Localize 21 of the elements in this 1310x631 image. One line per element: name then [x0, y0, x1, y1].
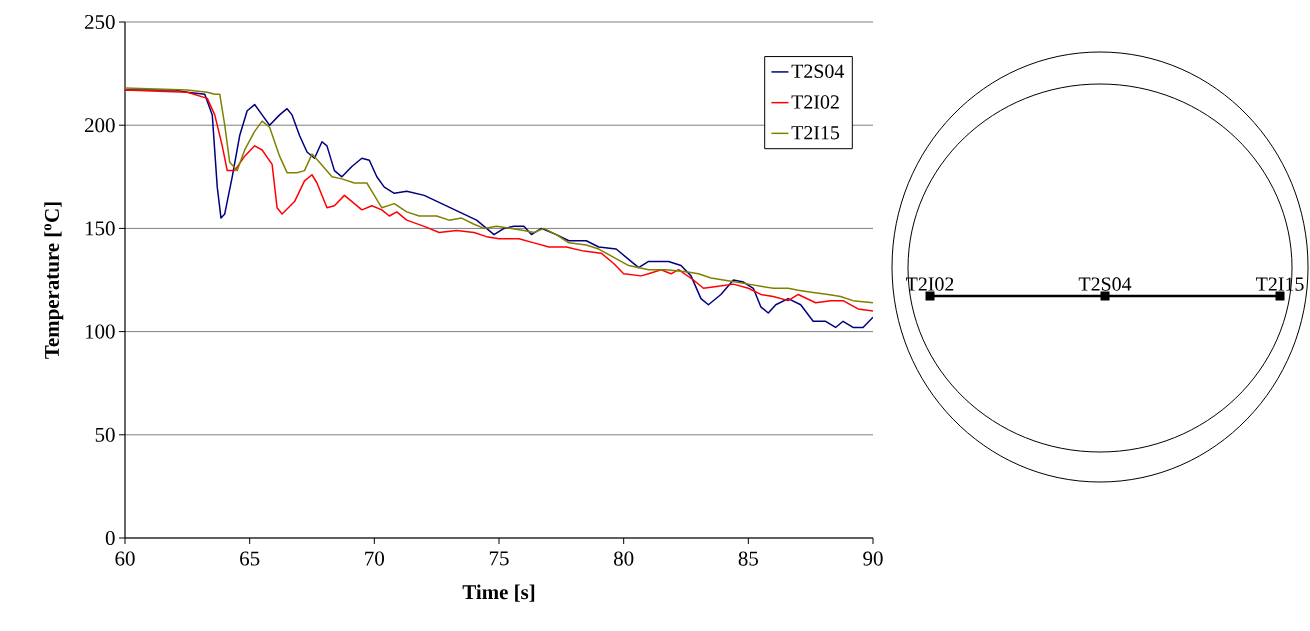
y-tick-label: 200	[85, 118, 115, 133]
x-tick-label: 70	[365, 551, 385, 566]
x-tick-label: 80	[614, 551, 634, 566]
y-tick-label: 250	[85, 14, 115, 30]
x-tick-label: 85	[738, 551, 758, 566]
legend-label: T2I15	[791, 126, 840, 140]
legend-label: T2I02	[791, 95, 839, 109]
y-tick-label: 50	[95, 427, 115, 442]
x-tick-label: 75	[489, 551, 509, 566]
y-axis-title: Temperature [$^{o}$C]	[44, 202, 64, 359]
x-axis-title: Time [s]	[462, 584, 535, 602]
x-tick-label: 65	[240, 551, 260, 566]
x-tick-label: 90	[863, 551, 883, 566]
text: T2I15	[1256, 277, 1304, 291]
y-tick-label: 150	[85, 221, 115, 236]
y-tick-label: 0	[105, 530, 115, 546]
text: T2I02	[906, 277, 954, 291]
y-tick-label: 100	[85, 324, 115, 339]
x-tick-label: 60	[115, 551, 135, 566]
legend-label: T2S04	[791, 64, 845, 78]
text: T2S04	[1078, 277, 1132, 291]
